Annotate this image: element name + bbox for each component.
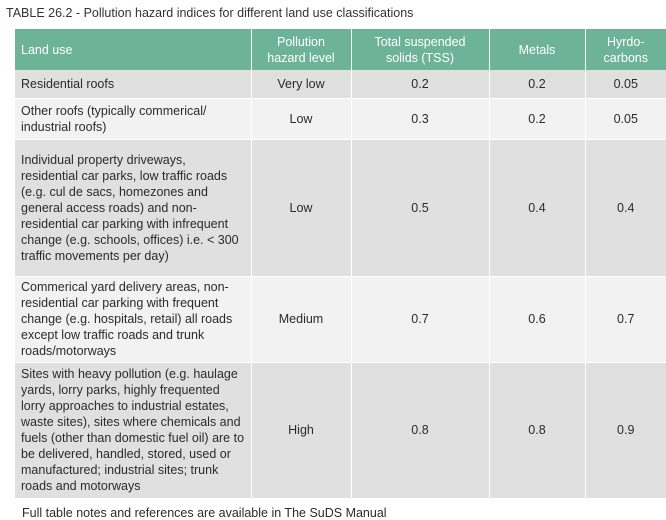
cell-tss: 0.8 [351, 362, 490, 499]
cell-land-use: Residential roofs [15, 70, 252, 99]
cell-tss: 0.2 [351, 70, 490, 99]
cell-hazard-level: Medium [251, 276, 352, 363]
cell-hydrocarbons: 0.7 [585, 276, 666, 363]
pollution-hazard-table: Land use Pollution hazard level Total su… [15, 29, 666, 499]
header-tss: Total suspended solids (TSS) [351, 29, 490, 70]
cell-land-use: Other roofs (typically commerical/ indus… [15, 98, 252, 140]
cell-metals: 0.8 [489, 362, 586, 499]
header-metals: Metals [489, 29, 586, 70]
cell-hydrocarbons: 0.9 [585, 362, 666, 499]
cell-tss: 0.7 [351, 276, 490, 363]
table-header-row: Land use Pollution hazard level Total su… [15, 29, 666, 70]
cell-metals: 0.4 [489, 139, 586, 277]
table-row: Other roofs (typically commerical/ indus… [15, 98, 666, 140]
table-row: Residential roofs Very low 0.2 0.2 0.05 [15, 70, 666, 99]
header-hazard-level: Pollution hazard level [251, 29, 352, 70]
cell-hydrocarbons: 0.4 [585, 139, 666, 277]
cell-hydrocarbons: 0.05 [585, 70, 666, 99]
cell-hydrocarbons: 0.05 [585, 98, 666, 140]
table-footnote: Full table notes and references are avai… [22, 506, 387, 520]
cell-land-use: Commerical yard delivery areas, non-resi… [15, 276, 252, 363]
cell-metals: 0.6 [489, 276, 586, 363]
cell-hazard-level: Low [251, 98, 352, 140]
cell-land-use: Individual property driveways, residenti… [15, 139, 252, 277]
cell-land-use: Sites with heavy pollution (e.g. haulage… [15, 362, 252, 499]
table-caption: TABLE 26.2 - Pollution hazard indices fo… [6, 6, 414, 20]
cell-metals: 0.2 [489, 70, 586, 99]
table-row: Individual property driveways, residenti… [15, 139, 666, 277]
cell-hazard-level: Low [251, 139, 352, 277]
table-row: Commerical yard delivery areas, non-resi… [15, 276, 666, 363]
table-row: Sites with heavy pollution (e.g. haulage… [15, 362, 666, 499]
header-hydrocarbons: Hyrdo- carbons [585, 29, 666, 70]
header-land-use: Land use [15, 29, 252, 70]
cell-hazard-level: High [251, 362, 352, 499]
cell-tss: 0.5 [351, 139, 490, 277]
cell-tss: 0.3 [351, 98, 490, 140]
cell-metals: 0.2 [489, 98, 586, 140]
cell-hazard-level: Very low [251, 70, 352, 99]
